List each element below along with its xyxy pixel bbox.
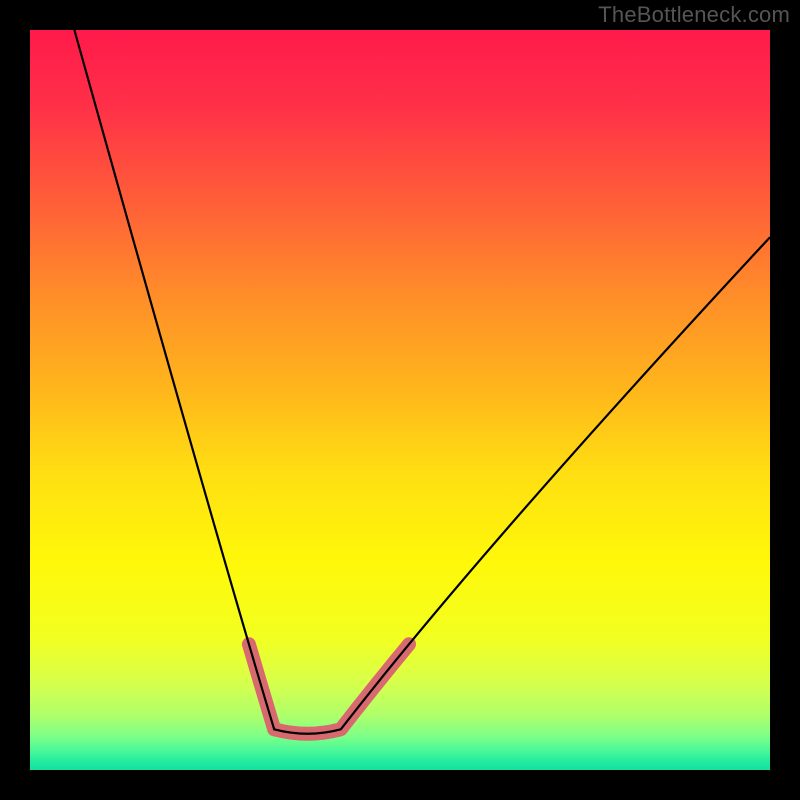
- watermark-text: TheBottleneck.com: [598, 2, 790, 28]
- chart-stage: TheBottleneck.com: [0, 0, 800, 800]
- chart-svg: [0, 0, 800, 800]
